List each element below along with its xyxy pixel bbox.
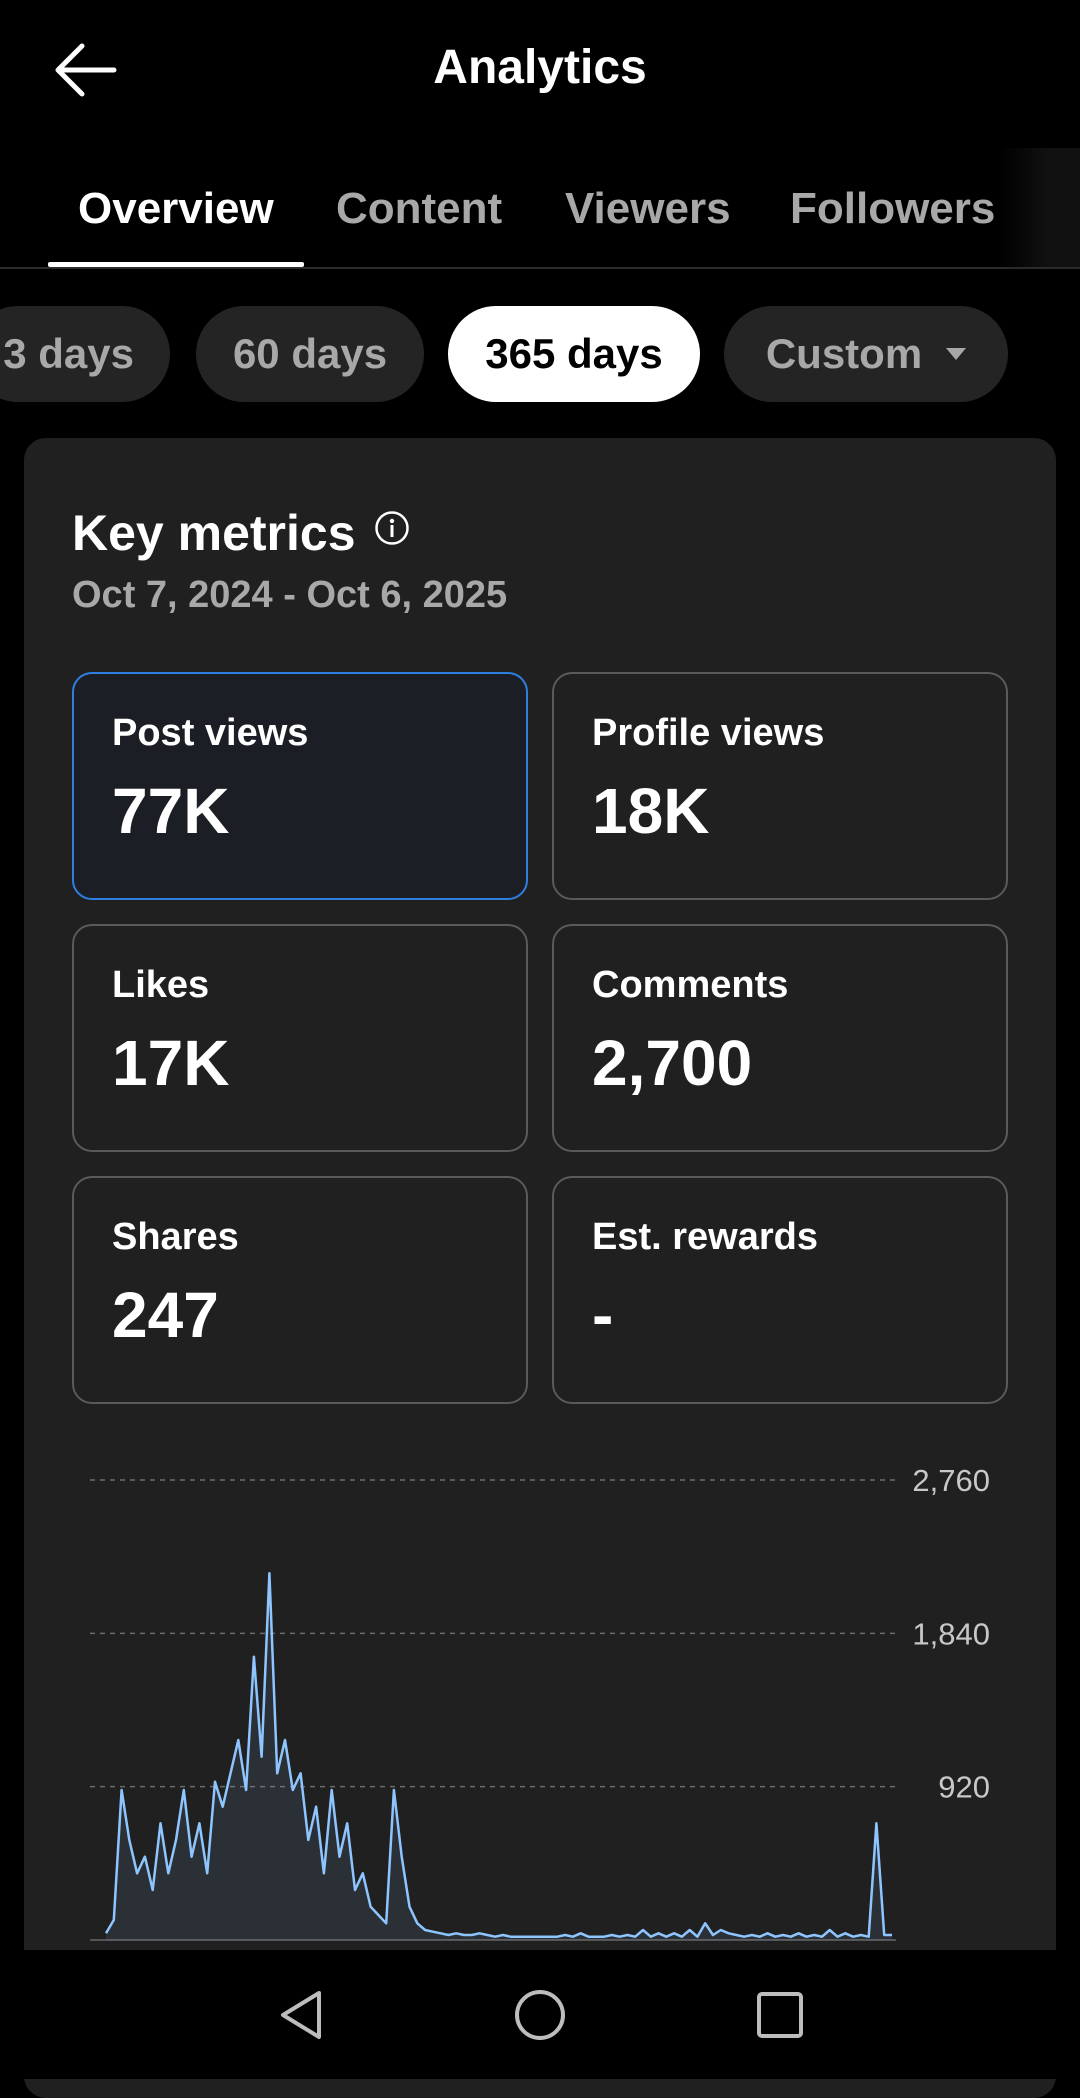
metric-post-views[interactable]: Post views 77K: [72, 672, 528, 900]
chip-label: 365 days: [485, 330, 663, 377]
metric-shares[interactable]: Shares 247: [72, 1176, 528, 1404]
y-tick-label: 1,840: [912, 1616, 990, 1651]
system-nav-bar: [0, 1950, 1080, 2079]
page-title: Analytics: [433, 41, 647, 94]
active-tab-indicator: [48, 262, 304, 267]
post-views-chart: 2,760 1,840 920: [24, 1438, 1056, 1958]
info-icon[interactable]: [374, 510, 410, 546]
metric-label: Est. rewards: [592, 1216, 818, 1258]
tab-content[interactable]: Content: [336, 184, 503, 233]
metric-value: -: [592, 1279, 614, 1351]
key-metrics-title: Key metrics: [72, 505, 356, 561]
metric-comments[interactable]: Comments 2,700: [552, 924, 1008, 1152]
tab-viewers[interactable]: Viewers: [565, 184, 731, 233]
metric-label: Comments: [592, 964, 789, 1006]
chart-canvas: 2,760 1,840 920: [90, 1463, 990, 1941]
chip-60-days[interactable]: 60 days: [196, 306, 424, 402]
tab-followers[interactable]: Followers: [790, 184, 996, 233]
metric-est-rewards[interactable]: Est. rewards -: [552, 1176, 1008, 1404]
nav-back-button[interactable]: [256, 1970, 346, 2060]
tab-bar: Overview Content Viewers Followers L: [0, 140, 1080, 268]
period-selector: 3 days 60 days 365 days Custom: [0, 306, 1080, 402]
square-recents-icon: [757, 1992, 803, 2038]
chip-label: 60 days: [232, 330, 388, 377]
key-metrics-card: Key metrics Oct 7, 2024 - Oct 6, 2025 Po…: [24, 438, 1056, 2098]
metric-label: Shares: [112, 1216, 239, 1258]
metric-label: Profile views: [592, 712, 825, 754]
tabs-divider: [0, 267, 1080, 269]
nav-recents-button[interactable]: [735, 1970, 825, 2060]
metric-label: Likes: [112, 964, 210, 1006]
chip-label: Custom: [765, 330, 923, 377]
series-area: [106, 1573, 892, 1940]
chip-3-days[interactable]: 3 days: [0, 306, 170, 402]
caret-down-icon: [946, 348, 967, 360]
chip-365-days[interactable]: 365 days: [448, 306, 700, 402]
metric-value: 17K: [112, 1027, 230, 1099]
metric-value: 77K: [112, 775, 230, 847]
chip-custom[interactable]: Custom: [724, 306, 1008, 402]
date-range: Oct 7, 2024 - Oct 6, 2025: [72, 574, 508, 616]
metric-likes[interactable]: Likes 17K: [72, 924, 528, 1152]
tab-overview[interactable]: Overview: [78, 184, 274, 233]
metric-value: 18K: [592, 775, 710, 847]
tab-overflow-fade: [1000, 148, 1080, 268]
series-line: [104, 1572, 892, 1938]
triangle-back-icon: [281, 1991, 321, 2039]
arrow-left-icon: [55, 43, 117, 97]
metric-value: 2,700: [592, 1027, 753, 1099]
nav-home-button[interactable]: [495, 1970, 585, 2060]
y-tick-label: 2,760: [912, 1463, 990, 1498]
metric-label: Post views: [112, 712, 309, 754]
metric-value: 247: [112, 1279, 219, 1351]
metric-profile-views[interactable]: Profile views 18K: [552, 672, 1008, 900]
back-button[interactable]: [40, 30, 130, 110]
circle-home-icon: [515, 1990, 565, 2040]
chip-label: 3 days: [3, 330, 134, 377]
app-header: Analytics: [0, 0, 1080, 140]
y-tick-label: 920: [938, 1770, 990, 1805]
